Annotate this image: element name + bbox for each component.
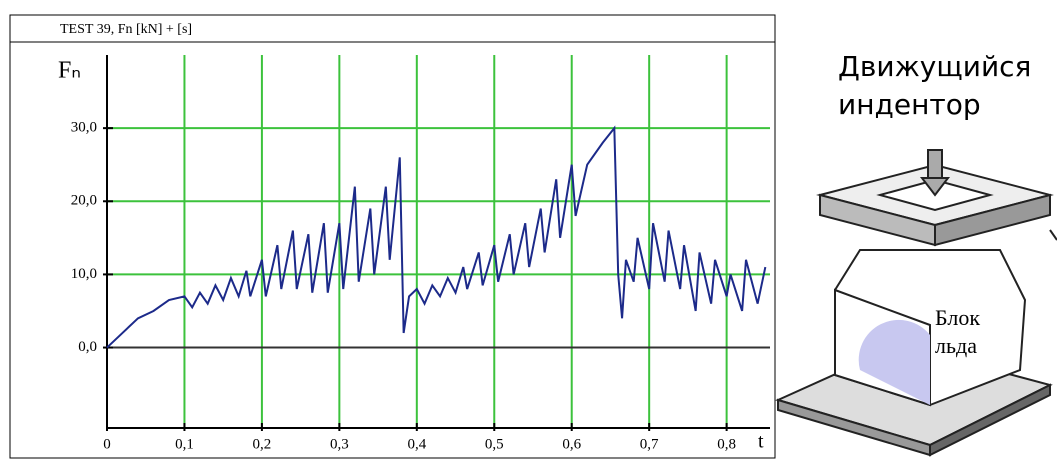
indenter-label: индентор <box>838 88 981 121</box>
y-tick-label: 30,0 <box>71 120 97 136</box>
figure: TEST 39, Fn [kN] + [s] Fₙ t Движущийся и… <box>0 0 1057 459</box>
press-diagram <box>778 150 1057 455</box>
y-tick-label: 0,0 <box>78 339 97 355</box>
x-tick-label: 0,3 <box>330 436 349 452</box>
x-tick-label: 0,7 <box>640 436 659 452</box>
ice-label: Блок <box>935 305 980 330</box>
y-axis-label: Fₙ <box>58 58 81 84</box>
x-tick-label: 0,6 <box>562 436 581 452</box>
x-tick-label: 0,5 <box>485 436 504 452</box>
indenter-label: Движущийся <box>838 50 1031 83</box>
x-tick-label: 0,8 <box>717 436 736 452</box>
x-tick-label: 0,4 <box>407 436 426 452</box>
chart-title: TEST 39, Fn [kN] + [s] <box>60 22 192 37</box>
x-tick-label: 0,2 <box>253 436 272 452</box>
x-axis-label: t <box>758 431 764 453</box>
x-tick-label: 0,1 <box>175 436 194 452</box>
y-tick-label: 10,0 <box>71 266 97 282</box>
page: {"chart_data": {"type": "line", "title":… <box>0 0 1057 464</box>
y-tick-label: 20,0 <box>71 193 97 209</box>
x-tick-label: 0 <box>103 436 111 452</box>
ice-label: льда <box>935 333 977 358</box>
